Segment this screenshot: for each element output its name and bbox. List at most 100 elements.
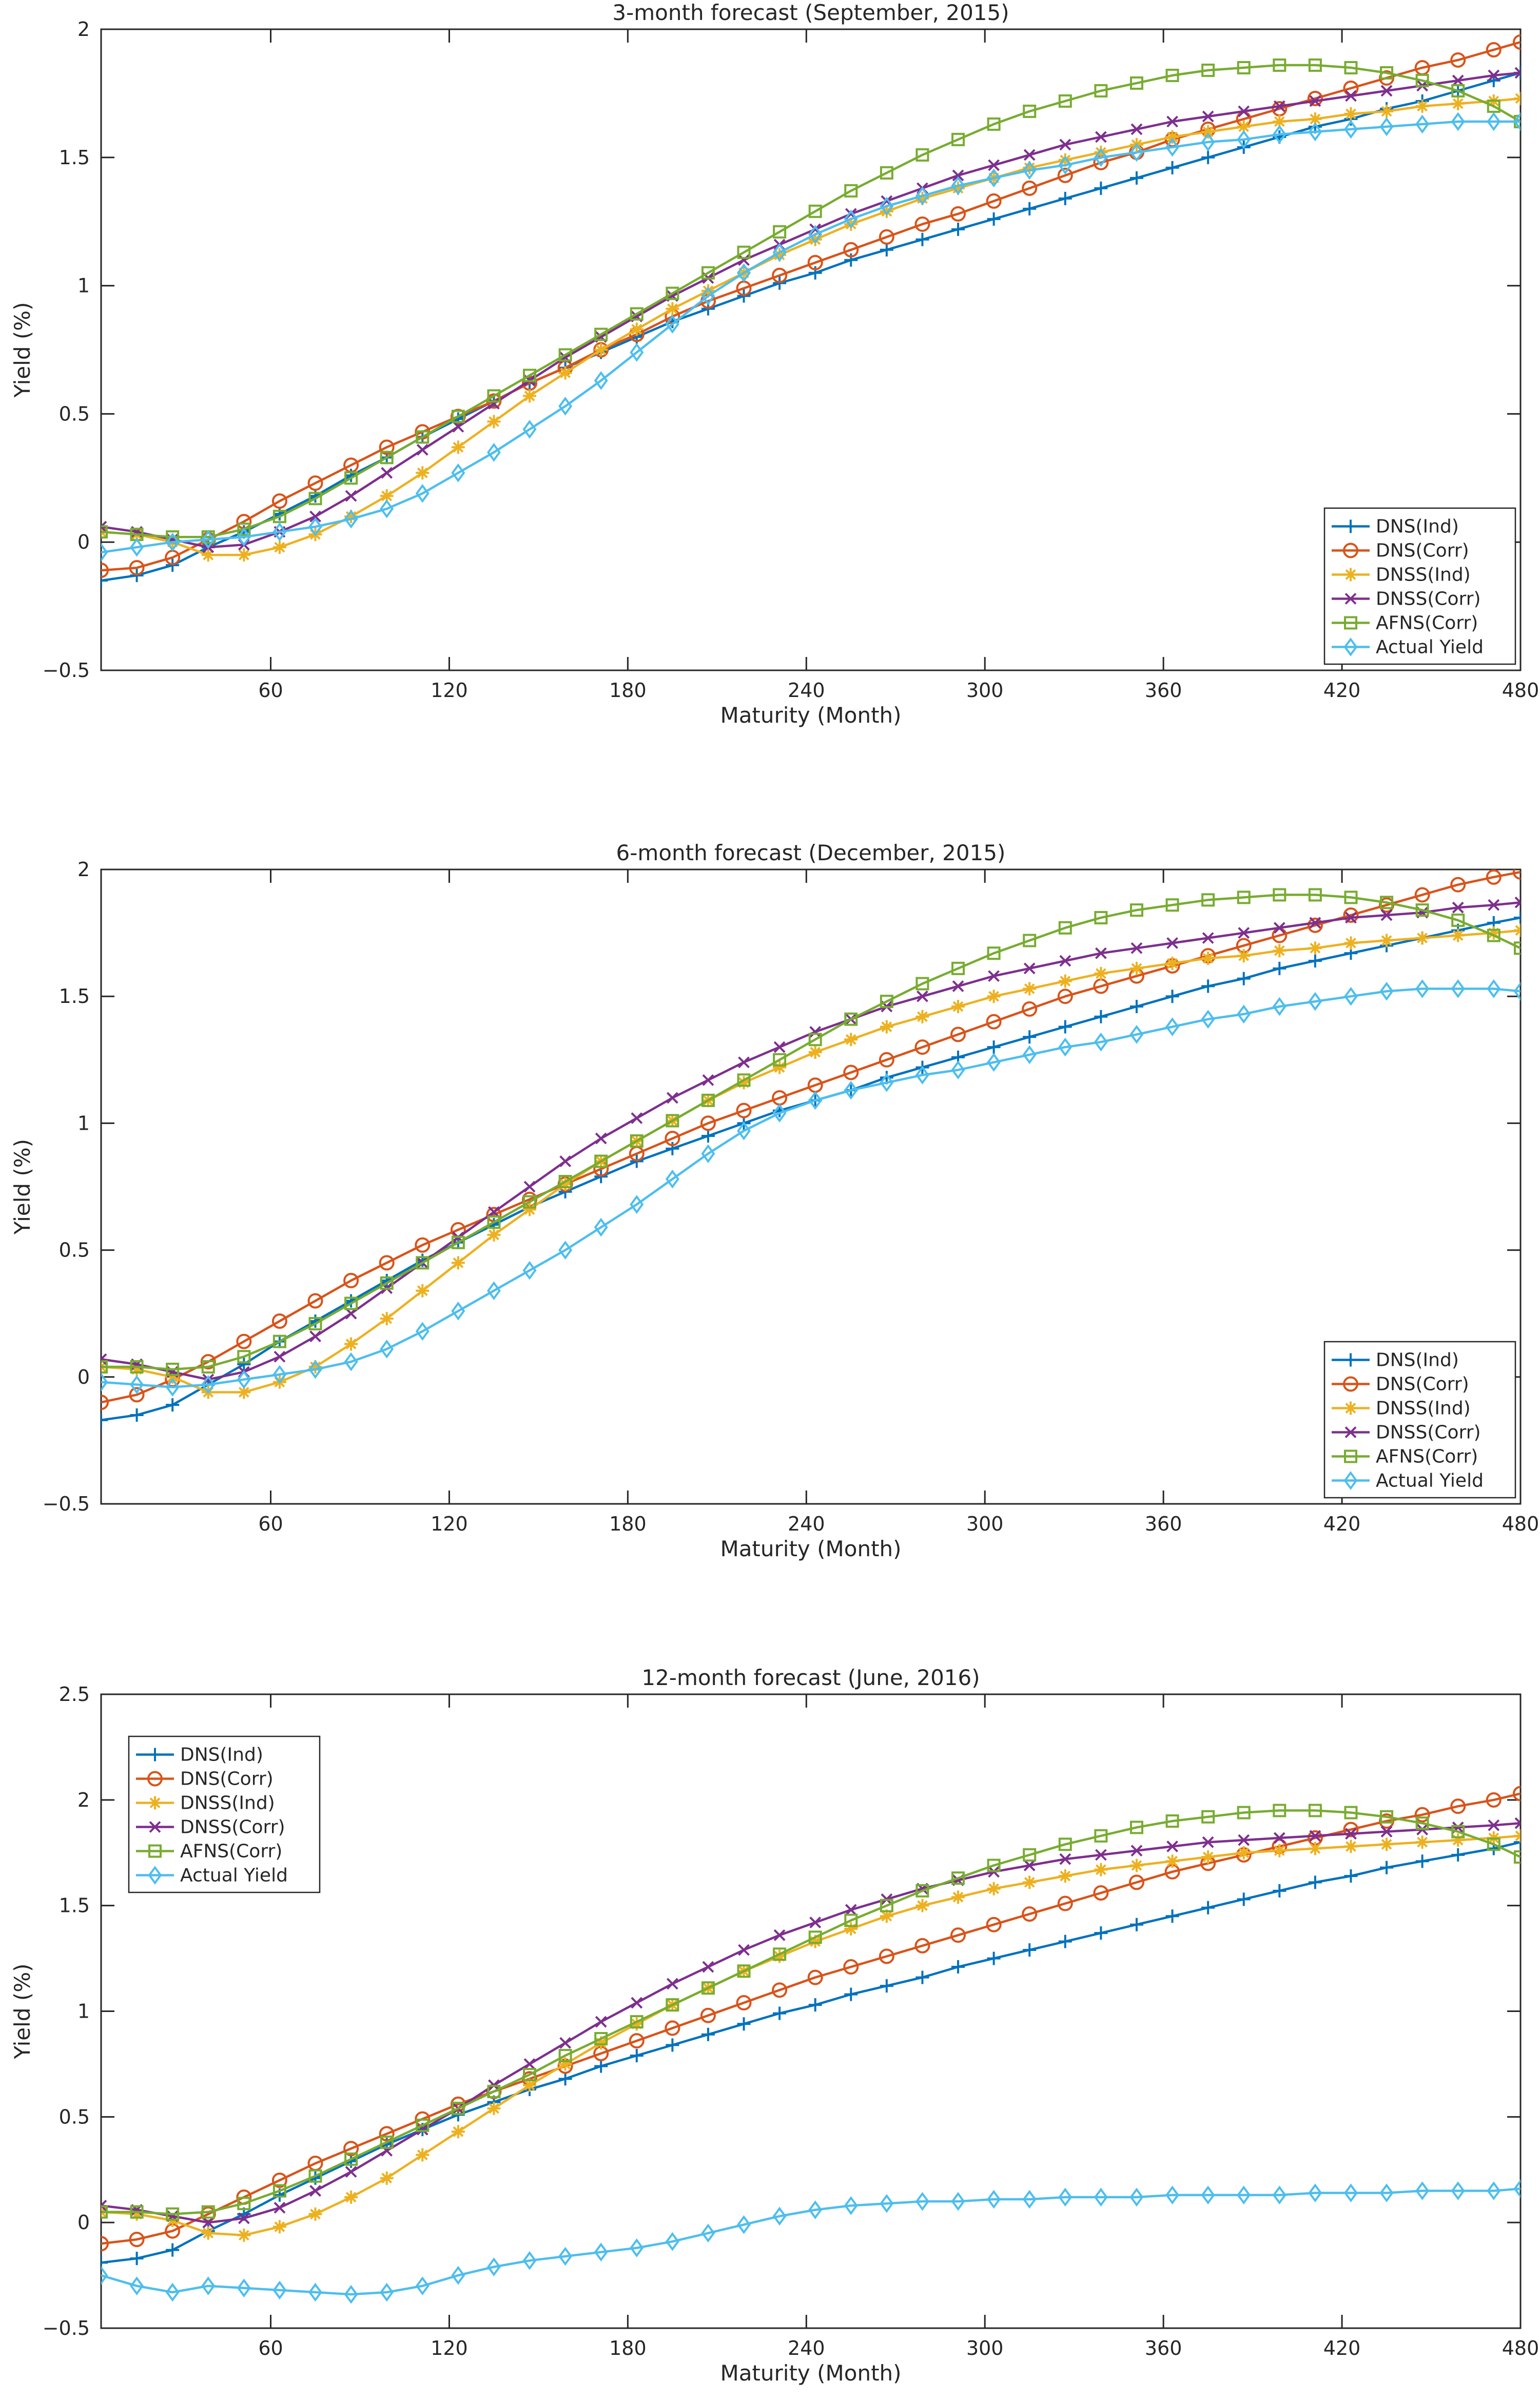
data-point — [101, 520, 107, 533]
data-point — [915, 233, 929, 246]
series-DNS(Corr) — [101, 1786, 1520, 2252]
data-point — [1023, 202, 1037, 216]
y-tick-label: 1 — [77, 275, 90, 297]
data-point — [1309, 95, 1321, 107]
data-point — [666, 1092, 678, 1104]
data-point — [523, 369, 537, 382]
data-point — [416, 430, 430, 444]
data-point — [1201, 132, 1215, 152]
plot-area — [100, 1693, 1522, 2329]
data-point — [1094, 181, 1108, 195]
legend-label: DNS(Ind) — [1376, 516, 1459, 537]
legend-label: DNS(Corr) — [1376, 1374, 1469, 1395]
data-point — [238, 2212, 250, 2224]
data-point — [808, 2200, 823, 2219]
data-point — [915, 186, 929, 206]
data-point — [1237, 949, 1251, 963]
data-point — [1272, 997, 1286, 1016]
series-DNSS(Ind) — [101, 1829, 1520, 2242]
data-point — [880, 1979, 893, 1993]
data-point — [1129, 1859, 1143, 1872]
data-point — [1309, 917, 1321, 929]
legend: DNS(Ind) DNS(Corr) DNSS(Ind) DNSS(Corr) AFNS… — [1323, 507, 1516, 665]
data-point — [1023, 161, 1037, 175]
data-point — [736, 1995, 752, 2011]
data-point — [101, 1395, 109, 1410]
y-axis-title: Yield (%) — [10, 302, 35, 398]
series-line — [101, 894, 1520, 1371]
data-point — [1165, 956, 1179, 970]
x-tick-label: 360 — [1145, 679, 1182, 702]
y-tick-label: 2 — [77, 858, 90, 881]
legend-marker — [1344, 568, 1357, 582]
data-point — [416, 443, 428, 456]
data-point — [737, 263, 751, 283]
data-point — [1094, 966, 1108, 980]
data-point — [236, 1333, 252, 1349]
data-point — [1058, 1837, 1072, 1851]
data-point — [701, 1144, 715, 1164]
data-point — [914, 1039, 930, 1055]
series-line — [101, 64, 1520, 538]
data-point — [451, 2101, 465, 2115]
data-point — [379, 1255, 395, 1271]
data-point — [1237, 972, 1251, 985]
data-point — [1165, 990, 1179, 1003]
legend-marker — [1343, 543, 1358, 558]
data-point — [1273, 1804, 1286, 1817]
x-tick-label: 180 — [609, 679, 647, 702]
legend-marker — [1344, 593, 1357, 605]
data-point — [344, 1337, 358, 1351]
data-point — [415, 483, 430, 503]
data-point — [630, 307, 644, 321]
data-point — [808, 1934, 822, 1948]
data-point — [344, 1352, 358, 1371]
data-point — [1273, 944, 1286, 958]
data-point — [523, 2068, 537, 2081]
data-point — [594, 371, 608, 390]
legend-label: AFNS(Corr) — [1376, 613, 1478, 634]
data-point — [274, 1350, 286, 1363]
data-point — [308, 1360, 322, 1374]
data-point — [1343, 1822, 1359, 1837]
data-point — [844, 184, 858, 198]
y-tick-label: 0.5 — [59, 1239, 90, 1262]
data-point — [666, 1978, 678, 1990]
data-point — [344, 471, 358, 485]
data-point — [630, 322, 644, 336]
data-point — [1308, 992, 1322, 1011]
data-point — [1058, 1934, 1072, 1948]
data-point — [1415, 73, 1429, 87]
data-point — [915, 1899, 929, 1912]
data-point — [630, 1195, 644, 1214]
data-point — [1379, 981, 1394, 1001]
data-point — [1344, 1840, 1358, 1853]
data-point — [1201, 952, 1215, 965]
legend-marker — [1344, 1401, 1357, 1415]
data-point — [523, 389, 537, 403]
x-axis-title: Maturity (Month) — [720, 703, 901, 728]
legend-label: DNSS(Ind) — [1376, 1398, 1471, 1419]
data-point — [1415, 1835, 1429, 1849]
data-point — [880, 995, 893, 1009]
data-point — [1487, 99, 1500, 113]
data-point — [700, 1115, 716, 1131]
data-point — [272, 2220, 286, 2234]
data-point — [237, 2197, 251, 2211]
data-point — [1129, 903, 1143, 917]
data-point — [988, 159, 1000, 171]
data-point — [487, 2101, 501, 2115]
data-point — [487, 2084, 501, 2098]
data-point — [1514, 1835, 1520, 1849]
y-tick-label: 1.5 — [59, 985, 90, 1008]
x-tick-label: 120 — [431, 1513, 468, 1535]
data-point — [1129, 76, 1143, 90]
data-point — [166, 1370, 180, 1384]
data-point — [808, 225, 823, 244]
legend-marker — [1343, 1471, 1358, 1490]
data-point — [1166, 937, 1178, 949]
data-point — [1094, 911, 1108, 924]
legend-marker — [1344, 1426, 1357, 1438]
data-point — [1094, 1926, 1108, 1940]
data-point — [1415, 931, 1429, 945]
